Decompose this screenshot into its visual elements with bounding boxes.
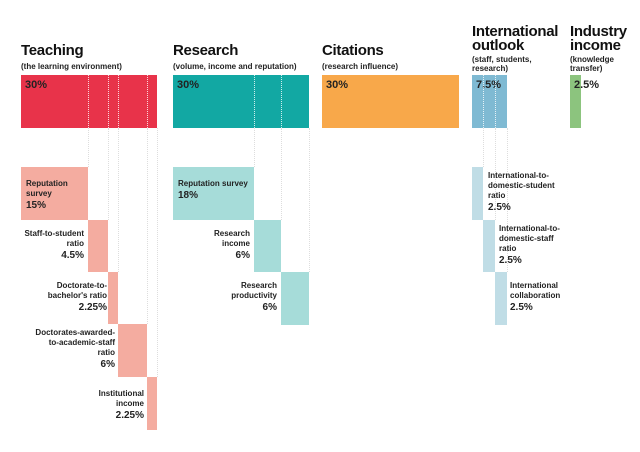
citations-value: 30% (326, 79, 349, 91)
international-value: 7.5% (476, 79, 502, 91)
teaching-title: Teaching (21, 42, 84, 59)
citations-subtitle: (research influence) (322, 62, 399, 71)
research-reputation-bar: Reputation survey 18% (173, 167, 254, 220)
staff-student-bar (88, 220, 108, 272)
teaching-subtitle: (the learning environment) (21, 62, 122, 71)
research-bar: 30% (173, 75, 309, 128)
research-item-label: Research income 6% (213, 229, 250, 261)
international-item-label: International-to-domestic-staff ratio 2.5… (499, 224, 560, 266)
research-title: Research (173, 42, 239, 59)
research-productivity-bar (281, 272, 309, 325)
citations-title: Citations (322, 42, 384, 59)
teaching-value: 30% (25, 79, 48, 91)
research-subtitle: (volume, income and reputation) (173, 62, 297, 71)
teaching-item-label: Doctorates-awarded-to-academic-staff rat… (35, 328, 115, 370)
teaching-item-label: Staff-to-student ratio 4.5% (24, 229, 84, 261)
intl-student-bar (472, 167, 483, 220)
teaching-item-label: Reputation survey 15% (26, 179, 68, 211)
industry-bar (570, 75, 581, 128)
doctorates-awarded-bar (118, 324, 147, 377)
institutional-income-bar (147, 377, 157, 430)
teaching-item-label: Doctorate-to-bachelor's ratio 2.25% (47, 281, 107, 313)
international-item-label: International collaboration 2.5% (510, 281, 561, 313)
research-value: 30% (177, 79, 200, 91)
doctorate-bachelor-bar (108, 272, 118, 324)
citations-bar: 30% (322, 75, 459, 128)
intl-collab-bar (495, 272, 507, 325)
industry-subtitle: (knowledge transfer) (570, 55, 615, 73)
international-bar: 7.5% (472, 75, 507, 128)
teaching-item-label: Institutional income 2.25% (98, 389, 144, 421)
research-item-label: Reputation survey 18% (178, 179, 248, 201)
international-item-label: International-to-domestic-student ratio 2… (488, 171, 555, 213)
industry-value: 2.5% (574, 79, 600, 91)
international-title: International outlook (472, 23, 559, 54)
teaching-reputation-bar: Reputation survey 15% (21, 167, 88, 220)
international-subtitle: (staff, students, research) (472, 55, 532, 73)
research-item-label: Research productivity 6% (231, 281, 277, 313)
research-income-bar (254, 220, 281, 272)
industry-title: Industry income (570, 23, 627, 54)
intl-staff-bar (483, 220, 495, 272)
teaching-bar: 30% (21, 75, 157, 128)
